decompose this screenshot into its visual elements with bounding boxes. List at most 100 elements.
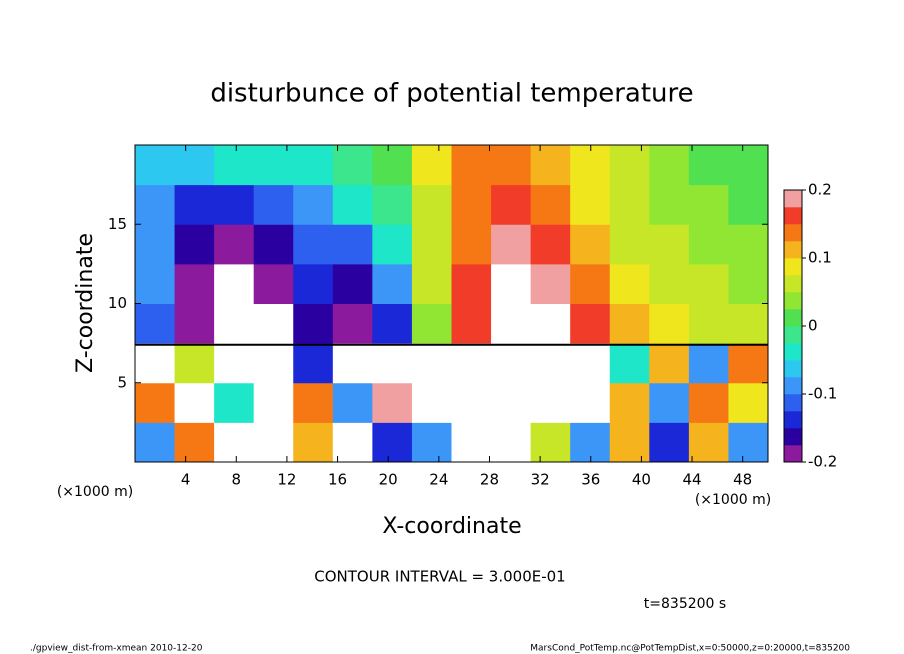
- cell: [609, 382, 650, 423]
- cell: [174, 145, 215, 186]
- cell: [491, 343, 532, 384]
- cell: [174, 263, 215, 304]
- x-tick-label: 32: [531, 471, 550, 489]
- cell: [451, 224, 492, 265]
- cell: [253, 184, 294, 225]
- cell: [174, 303, 215, 344]
- cell: [214, 224, 255, 265]
- cell: [530, 184, 571, 225]
- cell: [411, 422, 452, 463]
- cell: [214, 343, 255, 384]
- cell: [253, 303, 294, 344]
- colorbar-swatch: [784, 241, 802, 259]
- cell: [411, 184, 452, 225]
- cell: [609, 422, 650, 463]
- x-tick-label: 16: [328, 471, 347, 489]
- cell: [491, 184, 532, 225]
- cell: [135, 224, 176, 265]
- cell: [411, 224, 452, 265]
- cell: [649, 382, 690, 423]
- cell: [174, 343, 215, 384]
- colorbar-swatch: [784, 326, 802, 344]
- colorbar-swatch: [784, 428, 802, 446]
- cell: [372, 382, 413, 423]
- cell: [649, 343, 690, 384]
- cell: [570, 343, 611, 384]
- colorbar-swatch: [784, 394, 802, 412]
- cell: [372, 303, 413, 344]
- x-tick-label: 44: [682, 471, 701, 489]
- cell: [491, 263, 532, 304]
- cell: [491, 303, 532, 344]
- cell: [728, 303, 769, 344]
- colorbar-tick-label: -0.1: [808, 385, 837, 403]
- cell: [135, 382, 176, 423]
- cell: [451, 263, 492, 304]
- cell: [451, 422, 492, 463]
- footer-right: MarsCond_PotTemp.nc@PotTempDist,x=0:5000…: [530, 644, 850, 654]
- colorbar-tick-label: 0.2: [808, 181, 832, 199]
- cell: [253, 263, 294, 304]
- cell: [491, 422, 532, 463]
- cell: [728, 382, 769, 423]
- cell: [214, 145, 255, 186]
- cell: [135, 145, 176, 186]
- cell: [728, 145, 769, 186]
- cell: [570, 382, 611, 423]
- x-unit-label: (×1000 m): [695, 492, 771, 508]
- cell: [174, 422, 215, 463]
- cell: [253, 422, 294, 463]
- cell: [411, 343, 452, 384]
- cell: [649, 184, 690, 225]
- time-label: t=835200 s: [644, 596, 726, 612]
- cell: [530, 224, 571, 265]
- cell: [530, 263, 571, 304]
- chart-title: disturbunce of potential temperature: [210, 79, 693, 109]
- colorbar-swatch: [784, 445, 802, 463]
- contour-interval: CONTOUR INTERVAL = 3.000E-01: [314, 568, 565, 586]
- cell: [135, 303, 176, 344]
- cell: [293, 303, 334, 344]
- cell: [253, 224, 294, 265]
- cell: [411, 382, 452, 423]
- x-tick-label: 12: [277, 471, 296, 489]
- cell: [293, 343, 334, 384]
- cell: [332, 343, 373, 384]
- cell: [530, 382, 571, 423]
- x-tick-label: 24: [429, 471, 448, 489]
- cell: [609, 145, 650, 186]
- cell: [214, 184, 255, 225]
- colorbar-tick-label: 0.1: [808, 249, 832, 267]
- cell: [174, 184, 215, 225]
- footer-left: ./gpview_dist-from-xmean 2010-12-20: [30, 644, 203, 654]
- cell: [372, 422, 413, 463]
- colorbar-swatch: [784, 207, 802, 225]
- cell: [332, 422, 373, 463]
- x-unit-label: (×1000 m): [57, 484, 133, 500]
- cell: [135, 422, 176, 463]
- colorbar-swatch: [784, 360, 802, 378]
- cell: [451, 184, 492, 225]
- colorbar-swatch: [784, 309, 802, 327]
- x-tick-label: 8: [232, 471, 242, 489]
- cell: [293, 184, 334, 225]
- cell: [174, 382, 215, 423]
- cell: [530, 145, 571, 186]
- cell: [253, 382, 294, 423]
- cell: [728, 343, 769, 384]
- x-tick-label: 4: [181, 471, 191, 489]
- cell: [609, 263, 650, 304]
- cell: [491, 145, 532, 186]
- cell: [214, 422, 255, 463]
- cell: [649, 145, 690, 186]
- cell: [688, 145, 729, 186]
- cell: [649, 224, 690, 265]
- cell: [688, 303, 729, 344]
- cell: [728, 184, 769, 225]
- cell: [570, 224, 611, 265]
- colorbar-swatch: [784, 292, 802, 310]
- cell: [451, 145, 492, 186]
- cell: [530, 422, 571, 463]
- cell: [530, 343, 571, 384]
